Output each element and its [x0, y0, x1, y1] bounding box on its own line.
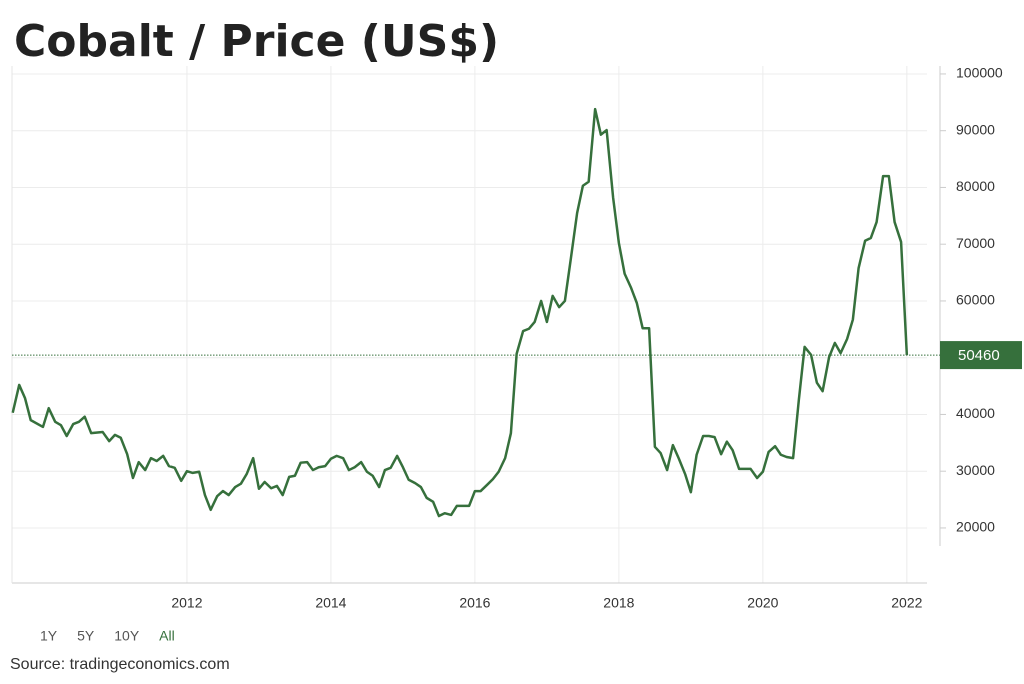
price-line	[11, 107, 909, 518]
y-tick-label: 80000	[956, 178, 995, 194]
y-tick-label: 90000	[956, 121, 995, 137]
range-button[interactable]: 10Y	[114, 628, 140, 644]
y-tick-label: 20000	[956, 519, 995, 535]
y-tick-label: 30000	[956, 462, 995, 478]
y-tick-label: 40000	[956, 405, 995, 421]
y-tick-label: 60000	[956, 292, 995, 308]
x-tick-label: 2012	[171, 595, 202, 611]
x-tick-label: 2022	[891, 595, 922, 611]
source: Source: tradingeconomics.com	[10, 656, 230, 673]
y-tick-label: 70000	[956, 235, 995, 251]
x-tick-label: 2016	[459, 595, 490, 611]
reference-label: 50460	[958, 347, 1000, 364]
range-button[interactable]: 1Y	[40, 628, 58, 644]
chart-title: Cobalt / Price (US$)	[14, 16, 499, 67]
x-tick-label: 2018	[603, 595, 634, 611]
y-tick-label: 100000	[956, 65, 1003, 81]
x-tick-label: 2020	[747, 595, 778, 611]
range-button[interactable]: 5Y	[77, 628, 95, 644]
x-tick-label: 2014	[315, 595, 346, 611]
reference-label-box	[940, 341, 1022, 370]
range-button[interactable]: All	[159, 628, 175, 644]
